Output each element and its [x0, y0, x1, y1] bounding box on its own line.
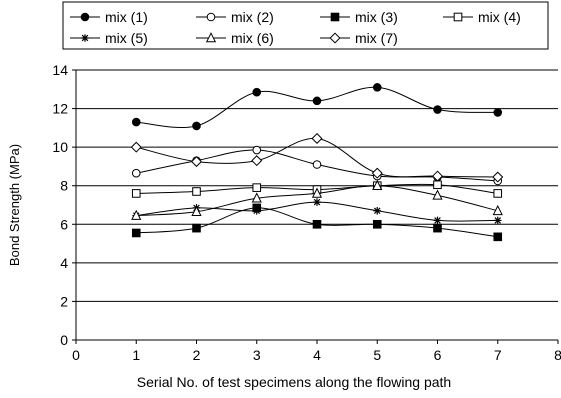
- data-point-mix-6: [131, 209, 142, 220]
- legend-item-mix-7: mix (7): [320, 30, 398, 46]
- legend-label: mix (7): [355, 30, 398, 46]
- x-tick-label: 3: [253, 347, 261, 363]
- legend: mix (1) mix (2) mix (3) mix (4) mix (5) mix (…: [62, 1, 549, 50]
- data-point-mix-1: [493, 108, 503, 117]
- y-tick-label: 4: [60, 255, 68, 271]
- y-tick-label: 8: [60, 178, 68, 194]
- data-point-mix-3: [493, 232, 503, 242]
- x-tick-label: 6: [434, 347, 442, 363]
- legend-item-mix-6: mix (6): [196, 30, 274, 46]
- legend-label: mix (4): [478, 9, 521, 25]
- legend-label: mix (2): [231, 9, 274, 25]
- data-point-mix-6: [372, 179, 383, 191]
- data-point-mix-7: [371, 167, 383, 179]
- legend-marker: [206, 12, 216, 22]
- data-point-mix-5: [313, 198, 321, 206]
- data-point-mix-5: [373, 206, 382, 215]
- data-point-mix-4: [131, 189, 141, 198]
- legend-box: [62, 1, 549, 50]
- data-point-mix-3: [372, 219, 382, 229]
- data-point-mix-7: [130, 141, 142, 153]
- data-point-mix-5: [252, 206, 261, 215]
- data-point-mix-4: [433, 180, 442, 190]
- data-point-mix-5: [493, 216, 502, 225]
- x-tick-label: 2: [193, 347, 201, 363]
- data-point-mix-3: [131, 228, 141, 238]
- x-tick-label: 1: [132, 347, 140, 363]
- x-tick-label: 5: [373, 347, 381, 363]
- legend-marker: [80, 12, 90, 22]
- data-point-mix-2: [131, 168, 141, 178]
- legend-item-mix-3: mix (3): [320, 9, 398, 25]
- data-point-mix-1: [312, 96, 322, 106]
- data-point-mix-1: [131, 117, 141, 127]
- data-point-mix-6: [191, 205, 202, 217]
- legend-marker: [330, 12, 340, 22]
- legend-label: mix (6): [231, 30, 274, 46]
- x-tick-label: 8: [554, 347, 561, 363]
- y-tick-label: 6: [60, 216, 68, 232]
- data-point-mix-3: [312, 219, 322, 229]
- y-tick-label: 2: [60, 293, 68, 309]
- data-point-mix-6: [432, 189, 443, 200]
- x-tick-label: 0: [72, 347, 80, 363]
- legend-label: mix (3): [355, 9, 398, 25]
- y-tick-label: 10: [52, 139, 68, 155]
- data-point-mix-2: [312, 160, 322, 169]
- legend-marker: [205, 32, 217, 43]
- data-point-mix-1: [192, 121, 201, 131]
- x-tick-label: 7: [494, 347, 502, 363]
- data-point-mix-2: [252, 145, 262, 155]
- data-point-mix-1: [372, 83, 382, 92]
- data-point-mix-6: [251, 192, 262, 203]
- legend-item-mix-4: mix (4): [443, 9, 521, 25]
- y-tick-label: 14: [52, 62, 68, 78]
- data-point-mix-1: [252, 87, 262, 97]
- data-point-mix-5: [433, 216, 442, 225]
- legend-marker: [329, 32, 341, 44]
- y-axis-label: Bond Strength (MPa): [7, 144, 22, 266]
- legend-item-mix-5: mix (5): [70, 30, 148, 46]
- data-point-mix-6: [492, 204, 503, 216]
- data-point-mix-7: [251, 155, 263, 167]
- data-point-mix-3: [192, 223, 201, 233]
- y-tick-label: 0: [60, 332, 68, 348]
- data-point-mix-7: [311, 132, 323, 144]
- data-point-mix-4: [252, 183, 262, 192]
- legend-item-mix-1: mix (1): [70, 9, 148, 25]
- data-point-mix-4: [493, 189, 503, 198]
- data-point-mix-4: [192, 187, 201, 196]
- data-point-mix-1: [433, 105, 442, 114]
- data-point-mix-3: [433, 223, 442, 233]
- legend-label: mix (5): [105, 30, 148, 46]
- data-point-mix-7: [190, 156, 203, 168]
- data-point-mix-6: [311, 187, 323, 198]
- y-tick-label: 12: [52, 101, 68, 117]
- x-tick-label: 4: [313, 347, 321, 363]
- x-axis-label: Serial No. of test specimens along the f…: [137, 374, 451, 390]
- legend-marker: [81, 34, 89, 42]
- legend-marker: [453, 12, 463, 22]
- data-point-mix-7: [492, 171, 504, 183]
- legend-item-mix-2: mix (2): [196, 9, 274, 25]
- data-point-mix-7: [431, 170, 444, 182]
- legend-label: mix (1): [105, 9, 148, 25]
